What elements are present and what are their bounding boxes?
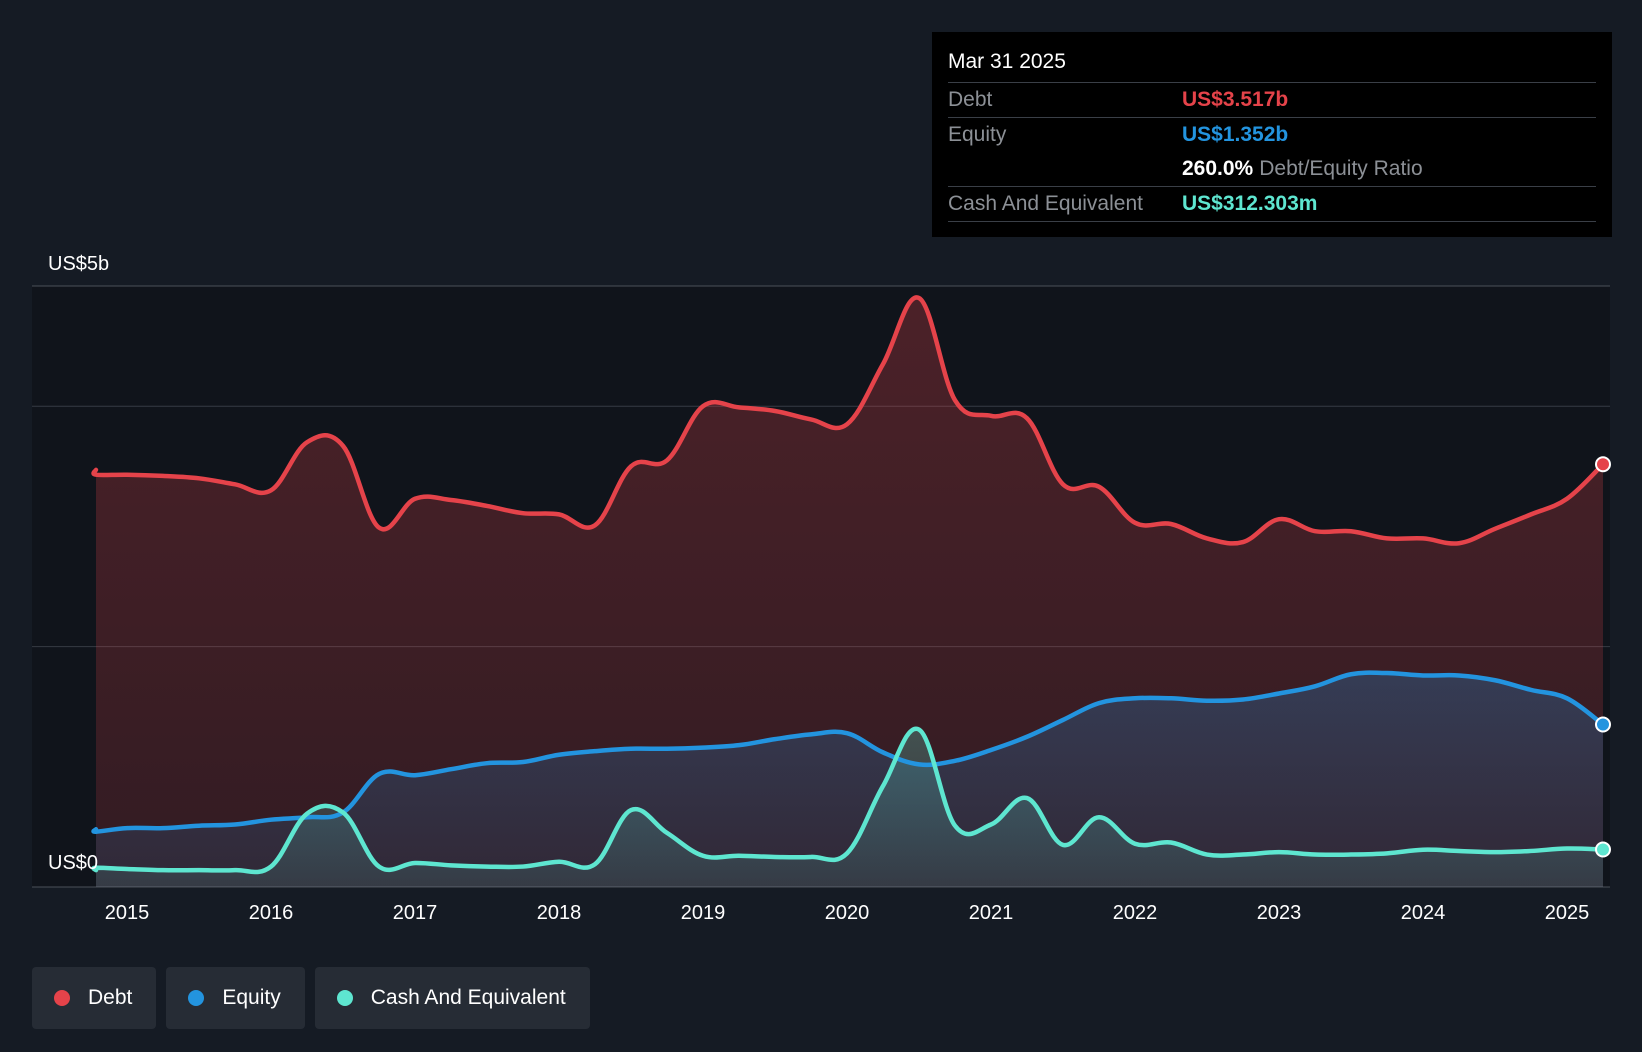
x-tick-label: 2020	[825, 902, 870, 924]
x-tick-label: 2016	[249, 902, 294, 924]
x-tick-label: 2015	[105, 902, 150, 924]
tooltip-cash-label: Cash And Equivalent	[948, 192, 1143, 215]
x-tick-label: 2021	[969, 902, 1014, 924]
debt-endpoint	[1595, 456, 1611, 473]
tooltip-debt-value: US$3.517b	[1182, 88, 1289, 111]
equity-line	[91, 670, 1606, 834]
legend-label-debt: Debt	[88, 986, 133, 1009]
x-tick-label: 2017	[393, 902, 438, 924]
legend-label-cash: Cash And Equivalent	[370, 986, 566, 1009]
equity-area	[93, 672, 1603, 887]
y-axis-top-label: US$5b	[48, 253, 109, 275]
tooltip-ratio-value: 260.0%	[1182, 157, 1254, 180]
tooltip-equity-label: Equity	[948, 123, 1007, 146]
chart-legend: Debt Equity Cash And Equivalent	[32, 967, 600, 1029]
tooltip-ratio-label: Debt/Equity Ratio	[1259, 157, 1423, 180]
legend-item-cash[interactable]: Cash And Equivalent	[314, 967, 590, 1029]
x-tick-label: 2024	[1401, 902, 1446, 924]
hover-tooltip: Mar 31 2025 Debt US$3.517b Equity US$1.3…	[932, 32, 1612, 237]
debt-line	[91, 295, 1606, 546]
tooltip-ratio-row: 260.0% Debt/Equity Ratio	[948, 152, 1596, 187]
x-tick-label: 2025	[1545, 902, 1590, 924]
legend-label-equity: Equity	[222, 986, 281, 1009]
tooltip-equity-value: US$1.352b	[1182, 123, 1289, 146]
equity-dot-icon	[188, 990, 205, 1006]
cash-dot-icon	[336, 990, 353, 1006]
x-tick-label: 2018	[537, 902, 582, 924]
equity-endpoint	[1595, 716, 1611, 733]
cash-line	[91, 726, 1606, 875]
debt-dot-icon	[54, 990, 70, 1006]
x-tick-label: 2022	[1113, 902, 1158, 924]
tooltip-debt-label: Debt	[948, 88, 993, 111]
y-axis-bottom-label: US$0	[48, 852, 98, 874]
cash-endpoint	[1595, 841, 1611, 858]
x-tick-label: 2019	[681, 902, 726, 924]
tooltip-cash-row: Cash And Equivalent US$312.303m	[948, 187, 1596, 222]
legend-item-debt[interactable]: Debt	[32, 967, 157, 1029]
tooltip-date: Mar 31 2025	[948, 46, 1596, 83]
tooltip-debt-row: Debt US$3.517b	[948, 83, 1596, 118]
legend-item-equity[interactable]: Equity	[166, 967, 305, 1029]
tooltip-equity-row: Equity US$1.352b	[948, 118, 1596, 152]
x-tick-label: 2023	[1257, 902, 1302, 924]
tooltip-cash-value: US$312.303m	[1182, 192, 1318, 215]
